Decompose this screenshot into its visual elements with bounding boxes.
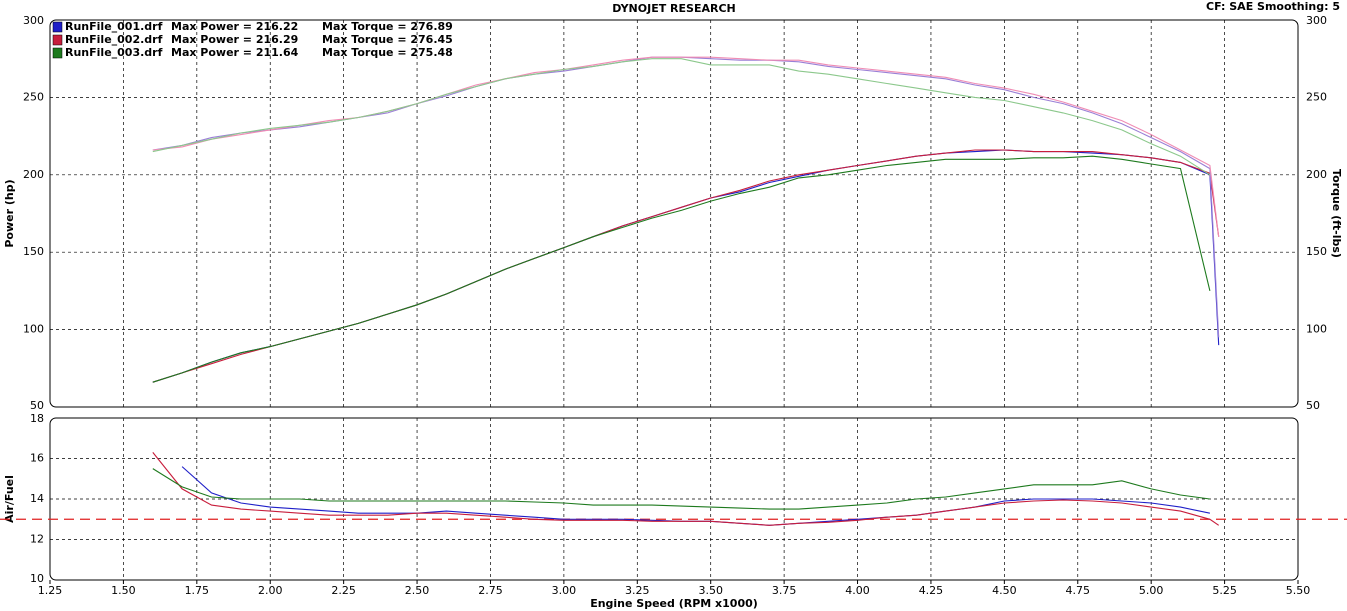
- y2-tick-label: 150: [1306, 245, 1327, 258]
- x-tick-label: 2.50: [405, 584, 430, 597]
- y-tick-label: 14: [30, 492, 44, 505]
- legend-name: RunFile_003.drf: [65, 46, 163, 59]
- x-tick-label: 4.50: [992, 584, 1017, 597]
- legend-max-power: Max Power = 211.64: [171, 46, 299, 59]
- y2-tick-label: 250: [1306, 90, 1327, 103]
- legend-swatch: [52, 21, 63, 33]
- legend-name: RunFile_001.drf: [65, 20, 163, 33]
- x-tick-label: 1.50: [111, 584, 136, 597]
- series-line: [152, 56, 1220, 237]
- y-tick-label: 16: [30, 452, 44, 465]
- series-line: [152, 58, 1211, 176]
- legend-name: RunFile_002.drf: [65, 33, 163, 46]
- legend-max-power: Max Power = 216.29: [171, 33, 298, 46]
- legend-max-power: Max Power = 216.22: [171, 20, 298, 33]
- x-tick-label: 4.25: [919, 584, 944, 597]
- x-tick-label: 5.00: [1139, 584, 1164, 597]
- x-tick-label: 3.00: [552, 584, 577, 597]
- x-tick-label: 4.75: [1066, 584, 1091, 597]
- legend-max-torque: Max Torque = 275.48: [322, 46, 453, 59]
- y-axis-label: Air/Fuel: [3, 475, 16, 523]
- y-tick-label: 300: [23, 14, 44, 27]
- y-tick-label: 150: [23, 245, 44, 258]
- y2-tick-label: 300: [1306, 14, 1327, 27]
- x-tick-label: 3.25: [625, 584, 650, 597]
- x-tick-label: 2.25: [331, 584, 356, 597]
- x-tick-label: 2.75: [478, 584, 503, 597]
- series-line: [152, 452, 1220, 526]
- plot-area: [49, 19, 1299, 408]
- y-tick-label: 18: [30, 412, 44, 425]
- x-tick-label: 3.75: [772, 584, 797, 597]
- legend-max-torque: Max Torque = 276.45: [322, 33, 453, 46]
- legend-swatch: [52, 47, 63, 59]
- y-tick-label: 200: [23, 168, 44, 181]
- y2-tick-label: 50: [1306, 399, 1320, 412]
- x-tick-label: 2.00: [258, 584, 283, 597]
- y2-axis-label: Torque (ft-lbs): [1330, 169, 1343, 258]
- y2-tick-label: 100: [1306, 323, 1327, 336]
- series-line: [152, 155, 1211, 383]
- y-axis-label: Power (hp): [3, 179, 16, 247]
- series-line: [152, 468, 1210, 510]
- x-tick-label: 5.50: [1286, 584, 1311, 597]
- legend-swatch: [52, 34, 63, 46]
- legend-max-torque: Max Torque = 276.89: [322, 20, 453, 33]
- x-tick-label: 1.25: [38, 584, 63, 597]
- x-tick-label: 1.75: [185, 584, 210, 597]
- chart-title: DYNOJET RESEARCH: [612, 2, 735, 15]
- y-tick-label: 100: [23, 323, 44, 336]
- x-tick-label: 4.00: [845, 584, 870, 597]
- x-tick-label: 5.25: [1212, 584, 1237, 597]
- y-tick-label: 10: [30, 572, 44, 585]
- y-tick-label: 12: [30, 533, 44, 546]
- y-tick-label: 50: [30, 399, 44, 412]
- x-tick-label: 3.50: [698, 584, 723, 597]
- y2-tick-label: 200: [1306, 168, 1327, 181]
- y-tick-label: 250: [23, 90, 44, 103]
- x-axis-label: Engine Speed (RPM x1000): [590, 597, 758, 610]
- chart-subtitle: CF: SAE Smoothing: 5: [1206, 0, 1340, 13]
